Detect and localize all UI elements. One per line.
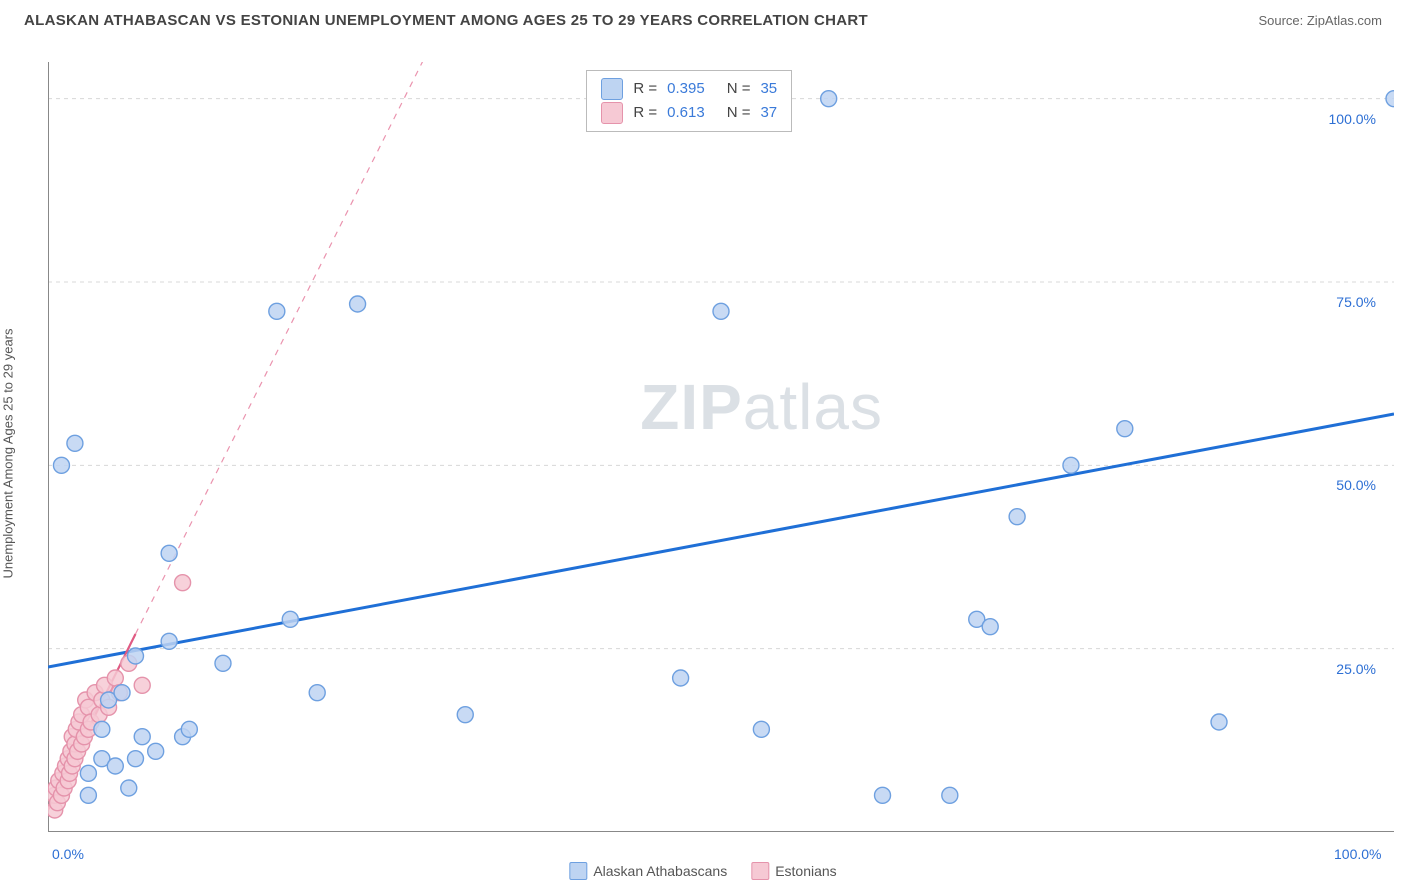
data-point <box>134 677 150 693</box>
legend-swatch <box>601 102 623 124</box>
x-tick-label: 100.0% <box>1334 846 1381 862</box>
data-point <box>713 303 729 319</box>
chart-plot-area: ZIPatlas25.0%50.0%75.0%100.0%0.0%100.0%R… <box>48 62 1394 832</box>
n-value: 37 <box>760 101 777 125</box>
data-point <box>673 670 689 686</box>
legend-swatch <box>601 78 623 100</box>
r-value: 0.395 <box>667 77 705 101</box>
data-point <box>181 721 197 737</box>
r-value: 0.613 <box>667 101 705 125</box>
chart-svg <box>48 62 1394 832</box>
data-point <box>457 707 473 723</box>
x-tick-label: 0.0% <box>52 846 84 862</box>
data-point <box>67 435 83 451</box>
data-point <box>215 655 231 671</box>
y-axis-label: Unemployment Among Ages 25 to 29 years <box>1 328 16 578</box>
n-label: N = <box>727 77 751 101</box>
source-label: Source: <box>1258 13 1306 28</box>
series-legend: Alaskan Athabascans Estonians <box>569 862 836 880</box>
correlation-legend: R = 0.395 N = 35 R = 0.613 N = 37 <box>586 70 792 132</box>
n-label: N = <box>727 101 751 125</box>
data-point <box>107 758 123 774</box>
legend-label: Estonians <box>775 863 836 879</box>
data-point <box>134 729 150 745</box>
data-point <box>148 743 164 759</box>
chart-header: ALASKAN ATHABASCAN VS ESTONIAN UNEMPLOYM… <box>0 0 1406 37</box>
data-point <box>114 685 130 701</box>
data-point <box>821 91 837 107</box>
legend-item: Alaskan Athabascans <box>569 862 727 880</box>
data-point <box>1063 457 1079 473</box>
data-point <box>753 721 769 737</box>
chart-title: ALASKAN ATHABASCAN VS ESTONIAN UNEMPLOYM… <box>24 12 868 29</box>
y-tick-label: 100.0% <box>1329 111 1376 127</box>
y-tick-label: 25.0% <box>1336 661 1376 677</box>
data-point <box>161 633 177 649</box>
n-value: 35 <box>760 77 777 101</box>
legend-item: Estonians <box>751 862 836 880</box>
r-label: R = <box>633 77 657 101</box>
correlation-legend-row: R = 0.613 N = 37 <box>601 101 777 125</box>
data-point <box>80 765 96 781</box>
data-point <box>53 457 69 473</box>
data-point <box>282 611 298 627</box>
data-point <box>121 780 137 796</box>
data-point <box>875 787 891 803</box>
data-point <box>309 685 325 701</box>
source-value: ZipAtlas.com <box>1307 13 1382 28</box>
data-point <box>1386 91 1394 107</box>
data-point <box>350 296 366 312</box>
y-tick-label: 75.0% <box>1336 294 1376 310</box>
data-point <box>161 545 177 561</box>
data-point <box>175 575 191 591</box>
data-point <box>94 721 110 737</box>
data-point <box>942 787 958 803</box>
data-point <box>269 303 285 319</box>
data-point <box>80 787 96 803</box>
legend-swatch <box>569 862 587 880</box>
correlation-legend-row: R = 0.395 N = 35 <box>601 77 777 101</box>
data-point <box>107 670 123 686</box>
data-point <box>1117 421 1133 437</box>
data-point <box>127 751 143 767</box>
source-attribution: Source: ZipAtlas.com <box>1258 13 1382 28</box>
legend-swatch <box>751 862 769 880</box>
legend-label: Alaskan Athabascans <box>593 863 727 879</box>
y-tick-label: 50.0% <box>1336 477 1376 493</box>
data-point <box>127 648 143 664</box>
trendline-extrapolated <box>135 62 451 634</box>
data-point <box>1009 509 1025 525</box>
data-point <box>982 619 998 635</box>
data-point <box>1211 714 1227 730</box>
r-label: R = <box>633 101 657 125</box>
trendline <box>48 414 1394 667</box>
